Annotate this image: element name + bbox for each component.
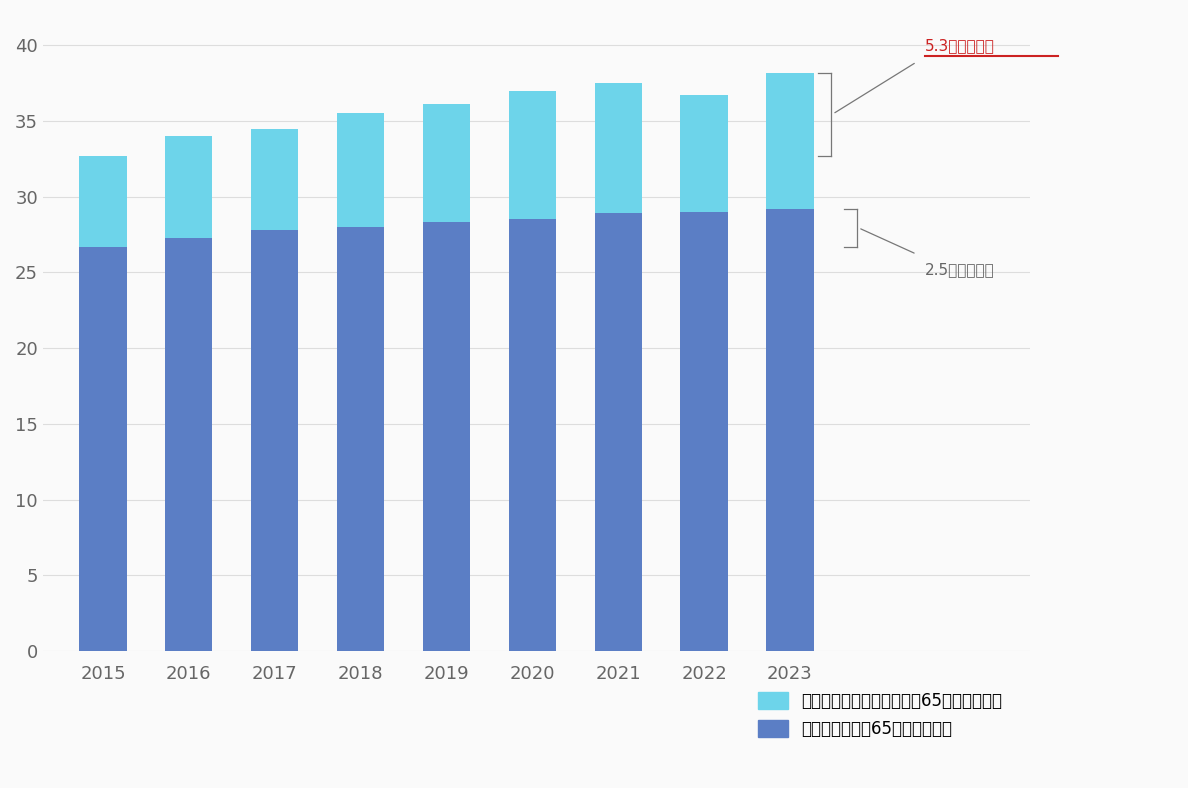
Bar: [423, 104, 470, 651]
Bar: [595, 84, 642, 651]
Bar: [337, 227, 384, 651]
Bar: [766, 72, 814, 651]
Bar: [595, 214, 642, 651]
Bar: [508, 91, 556, 651]
Legend: 侵入窃盗の被害者におけゃ65歳以上の割合, 全人口におけゃ65歳以上の割合: 侵入窃盗の被害者におけゃ65歳以上の割合, 全人口におけゃ65歳以上の割合: [758, 692, 1003, 738]
Bar: [165, 136, 213, 651]
Bar: [766, 209, 814, 651]
Bar: [251, 230, 298, 651]
Bar: [165, 237, 213, 651]
Bar: [423, 222, 470, 651]
Bar: [508, 219, 556, 651]
Bar: [80, 247, 127, 651]
Bar: [251, 128, 298, 651]
Text: 2.5ポイント増: 2.5ポイント増: [925, 262, 996, 277]
Text: 5.3ポイント増: 5.3ポイント増: [925, 38, 996, 53]
Bar: [80, 156, 127, 651]
Bar: [681, 212, 728, 651]
Bar: [337, 113, 384, 651]
Bar: [681, 95, 728, 651]
